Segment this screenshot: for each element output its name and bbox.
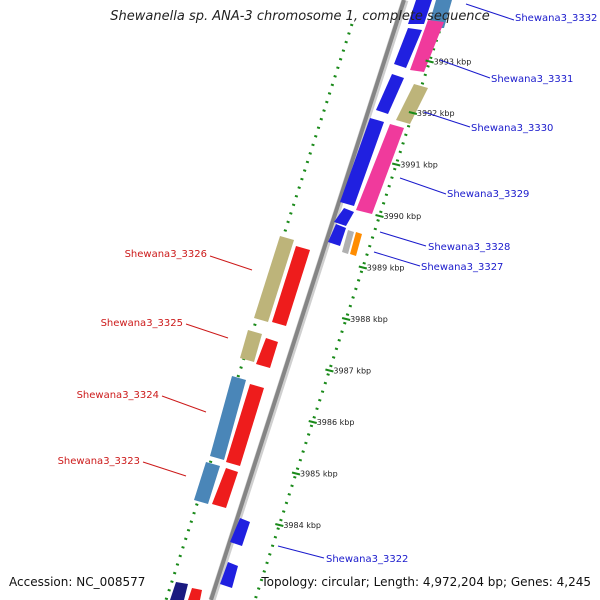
kbp-tick-mark — [341, 317, 351, 321]
kbp-tick-mark — [275, 523, 284, 527]
leader-3323 — [142, 461, 187, 477]
leader-3322 — [277, 545, 325, 559]
gene-label-3324: Shewana3_3324 — [77, 390, 159, 401]
gc-track-outer — [164, 23, 354, 600]
kbp-tick-mark — [325, 368, 334, 373]
leader-3329 — [399, 177, 447, 195]
gc-track-inner — [253, 13, 447, 600]
kbp-tick-label: 3989 kbp — [367, 264, 405, 273]
kbp-ticks: 3984 kbp 3985 kbp 3986 kbp 3987 kbp 3988 kbp… — [275, 58, 472, 530]
gene-label-3323: Shewana3_3323 — [58, 456, 140, 467]
kbp-tick-label: 3987 kbp — [333, 367, 371, 376]
gene-arrow-3329b — [356, 124, 404, 214]
gene-label-3328: Shewana3_3328 — [428, 242, 510, 253]
kbp-tick-label: 3990 kbp — [384, 212, 422, 221]
forward-gene-labels: Shewana3_3332 Shewana3_3331 Shewana3_333… — [277, 3, 597, 565]
gene-label-3331: Shewana3_3331 — [491, 74, 573, 85]
gene-arrow-3324b — [226, 384, 264, 466]
gene-label-3325: Shewana3_3325 — [101, 318, 183, 329]
gene-arrow-3323a — [194, 462, 220, 504]
gene-arrow-3330b — [376, 74, 404, 114]
gene-arrow-3322a — [230, 518, 250, 546]
gene-arrow-3330 — [396, 84, 428, 124]
gene-label-3329: Shewana3_3329 — [447, 189, 529, 200]
gene-label-3327: Shewana3_3327 — [421, 262, 503, 273]
kbp-tick-mark — [425, 59, 434, 64]
kbp-tick-mark — [408, 111, 418, 115]
leader-3332 — [465, 3, 515, 21]
gene-arrow-bottom-b — [188, 588, 202, 600]
leader-3325 — [185, 323, 229, 339]
kbp-tick-mark — [291, 471, 301, 476]
gene-label-3332: Shewana3_3332 — [515, 13, 597, 24]
kbp-tick-label: 3988 kbp — [350, 315, 388, 324]
gene-arrow-3328a — [334, 208, 354, 226]
gene-arrow-3327a — [342, 230, 354, 254]
leader-3327 — [373, 251, 421, 267]
kbp-tick-label: 3992 kbp — [417, 109, 455, 118]
topology-text: Topology: circular; Length: 4,972,204 bp… — [261, 575, 591, 589]
gene-arrow-3331a — [394, 28, 422, 68]
kbp-tick-label: 3993 kbp — [434, 58, 472, 67]
leader-3331 — [439, 59, 491, 79]
kbp-tick-label: 3991 kbp — [400, 161, 438, 170]
gene-arrow-3324a — [210, 376, 246, 460]
gene-arrow-3332 — [408, 0, 432, 24]
kbp-tick-label: 3985 kbp — [300, 470, 338, 479]
kbp-tick-mark — [391, 162, 401, 167]
gene-arrow-3326a — [254, 236, 294, 322]
gene-arrow-3323b — [212, 468, 238, 508]
leader-3330 — [423, 111, 471, 128]
gene-arrow-3325a — [240, 330, 262, 362]
gene-arrow-3328b — [328, 224, 346, 246]
leader-3328 — [379, 231, 427, 247]
gene-label-3326: Shewana3_3326 — [125, 249, 207, 260]
leader-3324 — [161, 395, 207, 413]
genome-backbone — [209, 0, 406, 600]
gene-label-3330: Shewana3_3330 — [471, 123, 553, 134]
gene-arrow-3326b — [272, 246, 310, 326]
kbp-tick-mark — [358, 265, 368, 270]
kbp-tick-mark — [375, 214, 384, 218]
accession-text: Accession: NC_008577 — [9, 575, 146, 589]
gene-arrow-3331b — [410, 20, 444, 72]
gene-arrow-3327b — [350, 232, 362, 256]
leader-3326 — [209, 255, 253, 271]
gene-arrow-3329a — [340, 118, 384, 206]
gene-arrow-bottom-a — [170, 582, 188, 600]
reverse-gene-labels: Shewana3_3326 Shewana3_3325 Shewana3_332… — [58, 249, 253, 477]
map-title: Shewanella sp. ANA-3 chromosome 1, compl… — [110, 9, 490, 24]
gene-arrow-3322b — [220, 562, 238, 588]
gene-arrow-3325b — [256, 338, 278, 368]
gene-label-3322: Shewana3_3322 — [326, 554, 408, 565]
kbp-tick-label: 3984 kbp — [283, 521, 321, 530]
kbp-tick-mark — [308, 420, 317, 424]
kbp-tick-label: 3986 kbp — [317, 418, 355, 427]
